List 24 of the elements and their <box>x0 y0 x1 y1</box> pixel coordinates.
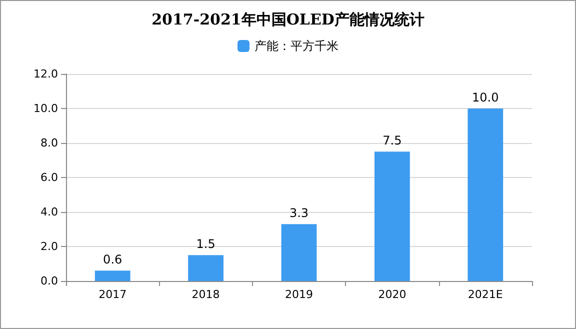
x-tick-label: 2017 <box>98 288 127 301</box>
y-tick-label: 10.0 <box>34 102 58 115</box>
bar <box>188 255 224 281</box>
y-tick-label: 0.0 <box>40 274 58 288</box>
y-tick-label: 6.0 <box>40 171 58 184</box>
bar <box>281 224 317 281</box>
data-label: 1.5 <box>196 237 216 252</box>
x-tick-label: 2020 <box>378 288 406 301</box>
data-label: 10.0 <box>472 90 499 104</box>
x-tick-label: 2018 <box>192 288 220 301</box>
y-tick-label: 2.0 <box>40 240 58 253</box>
data-label: 0.6 <box>103 252 122 267</box>
data-label: 3.3 <box>289 206 309 220</box>
legend-label: 产能：平方千米 <box>254 39 338 53</box>
bar <box>468 108 504 281</box>
x-tick-label: 2019 <box>285 288 313 301</box>
bar <box>374 152 410 281</box>
data-label: 7.5 <box>382 134 402 148</box>
y-tick-label: 12.0 <box>34 68 58 80</box>
x-tick-label: 2021E <box>468 288 503 301</box>
bar <box>94 270 130 281</box>
y-tick-label: 8.0 <box>40 136 58 150</box>
y-tick-label: 4.0 <box>40 206 58 218</box>
chart-title: 2017-2021年中国OLED产能情况统计 <box>152 10 424 28</box>
